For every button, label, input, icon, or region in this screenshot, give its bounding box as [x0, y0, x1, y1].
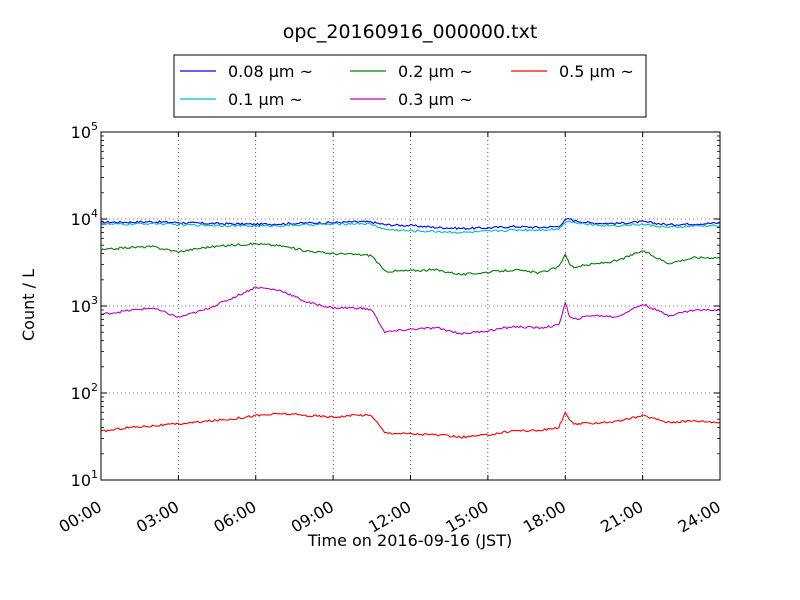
- legend-label: 0.5 μm ~: [559, 62, 634, 81]
- legend-label: 0.08 μm ~: [228, 62, 313, 81]
- legend-item: 0.08 μm ~: [180, 62, 313, 81]
- legend-item: 0.3 μm ~: [350, 90, 473, 109]
- legend-label: 0.2 μm ~: [398, 62, 473, 81]
- legend-item: 0.5 μm ~: [511, 62, 634, 81]
- x-axis-label: Time on 2016-09-16 (JST): [307, 531, 512, 550]
- legend-item: 0.1 μm ~: [180, 90, 303, 109]
- y-tick-label: 102: [71, 381, 98, 403]
- series-line: [100, 217, 721, 231]
- y-tick-label: 101: [71, 468, 98, 490]
- y-tick-label: 105: [71, 120, 98, 142]
- y-tick-label: 103: [71, 294, 98, 316]
- y-tick-label: 104: [71, 207, 98, 229]
- series-line: [100, 242, 721, 276]
- legend: 0.08 μm ~ 0.1 μm ~ 0.2 μm ~ 0.3 μm ~ 0.5 μm …: [173, 54, 647, 118]
- series-line: [100, 411, 721, 439]
- y-axis-label: Count / L: [19, 269, 38, 341]
- series-line: [100, 220, 721, 234]
- legend-label: 0.3 μm ~: [398, 90, 473, 109]
- series-line: [101, 286, 721, 336]
- legend-label: 0.1 μm ~: [228, 90, 303, 109]
- legend-item: 0.2 μm ~: [350, 62, 473, 81]
- chart-title: opc_20160916_000000.txt: [283, 21, 538, 43]
- legend-box: [173, 54, 647, 118]
